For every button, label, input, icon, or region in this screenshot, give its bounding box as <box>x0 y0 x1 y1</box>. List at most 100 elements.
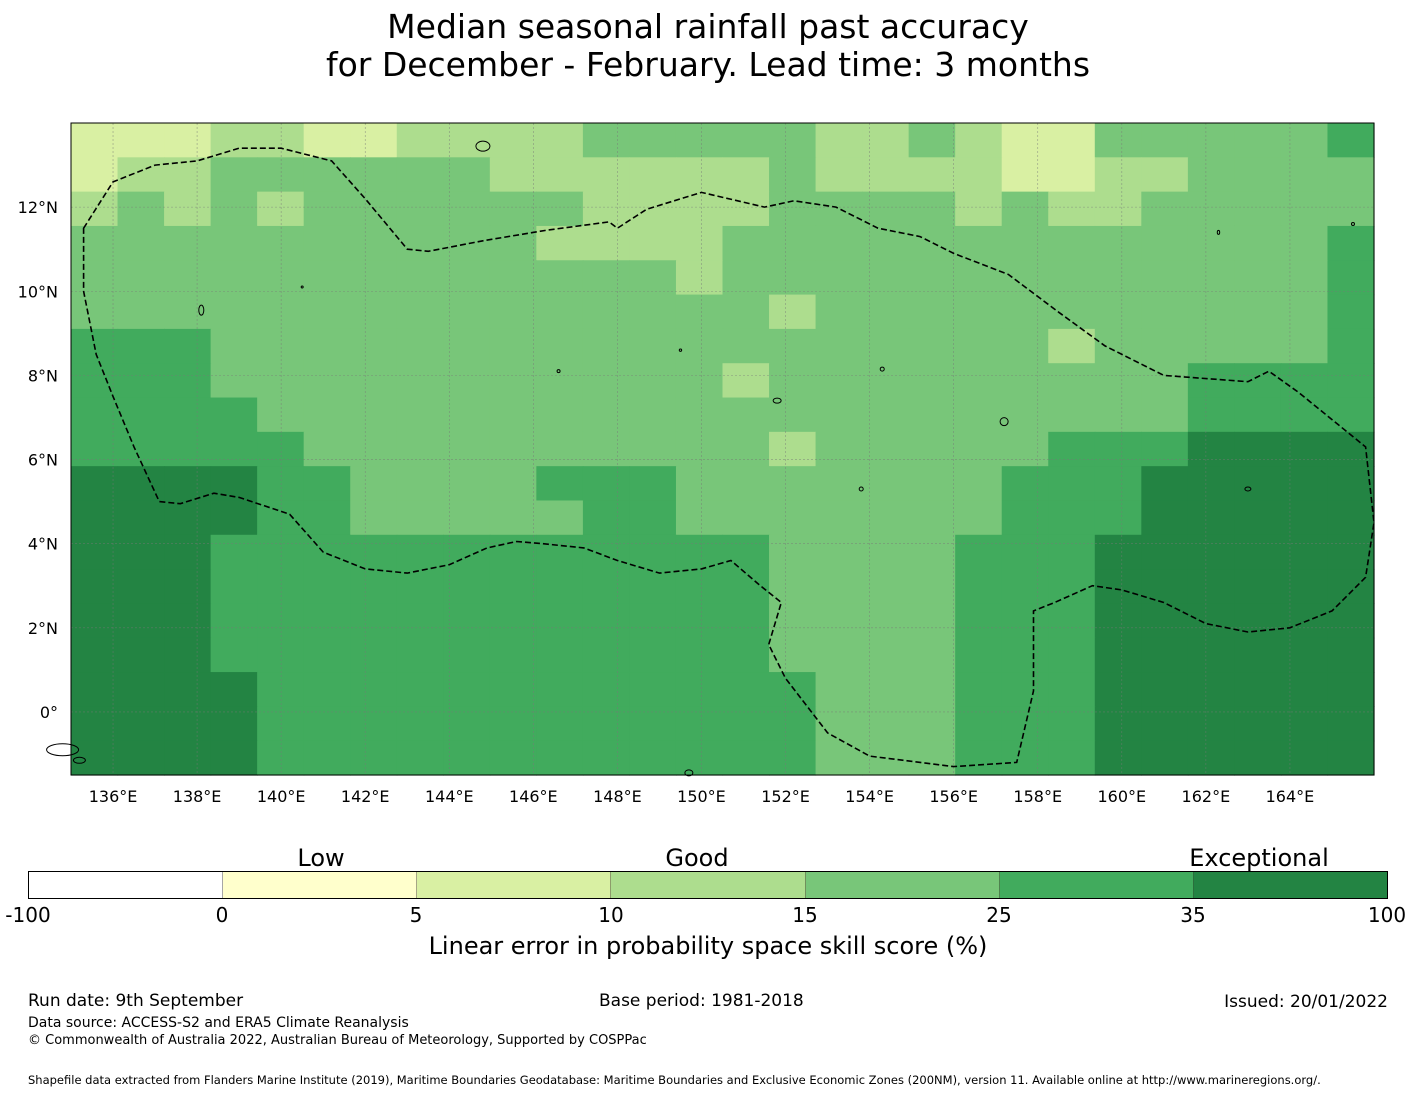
grid-cell <box>1234 260 1282 296</box>
colorbar-tick: 35 <box>1180 903 1206 927</box>
grid-cell <box>536 672 584 707</box>
grid-cell <box>1094 294 1142 330</box>
grid-cell <box>1327 569 1375 605</box>
grid-cell <box>1280 191 1329 227</box>
island-outline <box>858 486 864 492</box>
grid-cell <box>955 191 1003 227</box>
grid-cell <box>489 397 537 433</box>
grid-cell <box>1001 466 1049 502</box>
grid-cell <box>71 637 119 673</box>
colorbar-segment <box>805 872 1000 898</box>
y-tick-label: 10°N <box>18 282 58 301</box>
grid-cell <box>1280 466 1329 502</box>
grid-cell <box>582 294 631 330</box>
grid-cell <box>1327 500 1375 536</box>
grid-cell <box>675 569 724 605</box>
grid-cell <box>303 397 351 433</box>
grid-cell <box>1048 260 1096 296</box>
grid-cell <box>815 740 863 776</box>
grid-cell <box>303 363 351 399</box>
grid-cell <box>862 123 910 158</box>
grid-cell <box>210 534 258 570</box>
colorbar-axis-label: Linear error in probability space skill … <box>428 932 988 960</box>
grid-cell <box>629 328 677 364</box>
grid-cell <box>955 672 1003 707</box>
grid-cell <box>257 569 305 605</box>
grid-cell <box>1234 740 1282 776</box>
grid-cell <box>489 672 537 707</box>
map-frame <box>70 122 1375 776</box>
grid-cell <box>1280 740 1329 776</box>
island-outline <box>300 285 304 289</box>
colorbar-tick: 5 <box>409 903 423 927</box>
grid-cell <box>117 191 165 227</box>
x-tick-label: 150°E <box>677 787 726 806</box>
grid-cell <box>210 637 258 673</box>
grid-cell <box>908 534 956 570</box>
grid-cell <box>629 431 677 467</box>
grid-cell <box>303 637 351 673</box>
grid-cell <box>210 294 258 330</box>
x-tick-label: 154°E <box>845 787 894 806</box>
grid-cell <box>582 123 631 158</box>
colorbar-tick: 10 <box>598 903 624 927</box>
grid-cell <box>350 706 398 742</box>
grid-cell <box>303 603 351 639</box>
grid-cell <box>1048 534 1096 570</box>
grid-cell <box>164 672 212 707</box>
grid-cell <box>396 431 444 467</box>
colorbar-label-good: Good <box>665 844 729 872</box>
grid-cell <box>862 260 910 296</box>
grid-cell <box>1234 672 1282 707</box>
grid-cell <box>164 157 212 193</box>
grid-cell <box>1327 672 1375 707</box>
grid-cell <box>303 431 351 467</box>
colorbar-tick: 0 <box>215 903 229 927</box>
grid-cell <box>536 534 584 570</box>
grid-cell <box>769 672 817 707</box>
grid-cell <box>908 500 956 536</box>
grid-cell <box>1141 123 1189 158</box>
grid-cell <box>350 740 398 776</box>
grid-cell <box>722 363 770 399</box>
grid-cell <box>117 672 165 707</box>
grid-cell <box>629 672 677 707</box>
grid-cell <box>722 431 770 467</box>
grid-cell <box>164 431 212 467</box>
grid-cell <box>71 740 119 776</box>
x-tick-label: 138°E <box>173 787 222 806</box>
grid-cell <box>1001 397 1049 433</box>
grid-cell <box>582 569 631 605</box>
grid-cell <box>210 191 258 227</box>
grid-cell <box>955 294 1003 330</box>
grid-cell <box>1141 397 1189 433</box>
grid-cell <box>396 672 444 707</box>
grid-cell <box>1187 569 1235 605</box>
grid-cell <box>1327 637 1375 673</box>
grid-cell <box>629 363 677 399</box>
grid-cell <box>1141 466 1189 502</box>
issued-date: Issued: 20/01/2022 <box>1224 992 1388 1012</box>
grid-cell <box>722 157 770 193</box>
grid-cell <box>908 466 956 502</box>
grid-cell <box>908 740 956 776</box>
grid-cell <box>582 363 631 399</box>
grid-cell <box>722 260 770 296</box>
grid-cell <box>1094 363 1142 399</box>
grid-cell <box>862 431 910 467</box>
grid-cell <box>675 534 724 570</box>
grid-cell <box>1141 260 1189 296</box>
grid-cell <box>955 569 1003 605</box>
grid-cell <box>117 603 165 639</box>
grid-cell <box>1327 363 1375 399</box>
grid-cell <box>722 397 770 433</box>
grid-cell <box>1141 637 1189 673</box>
grid-cell <box>350 603 398 639</box>
grid-cell <box>1280 123 1329 158</box>
grid-cell <box>164 363 212 399</box>
island-outline <box>772 397 782 404</box>
grid-cell <box>1048 328 1096 364</box>
grid-cell <box>1048 191 1096 227</box>
grid-cell <box>629 740 677 776</box>
grid-cell <box>675 328 724 364</box>
